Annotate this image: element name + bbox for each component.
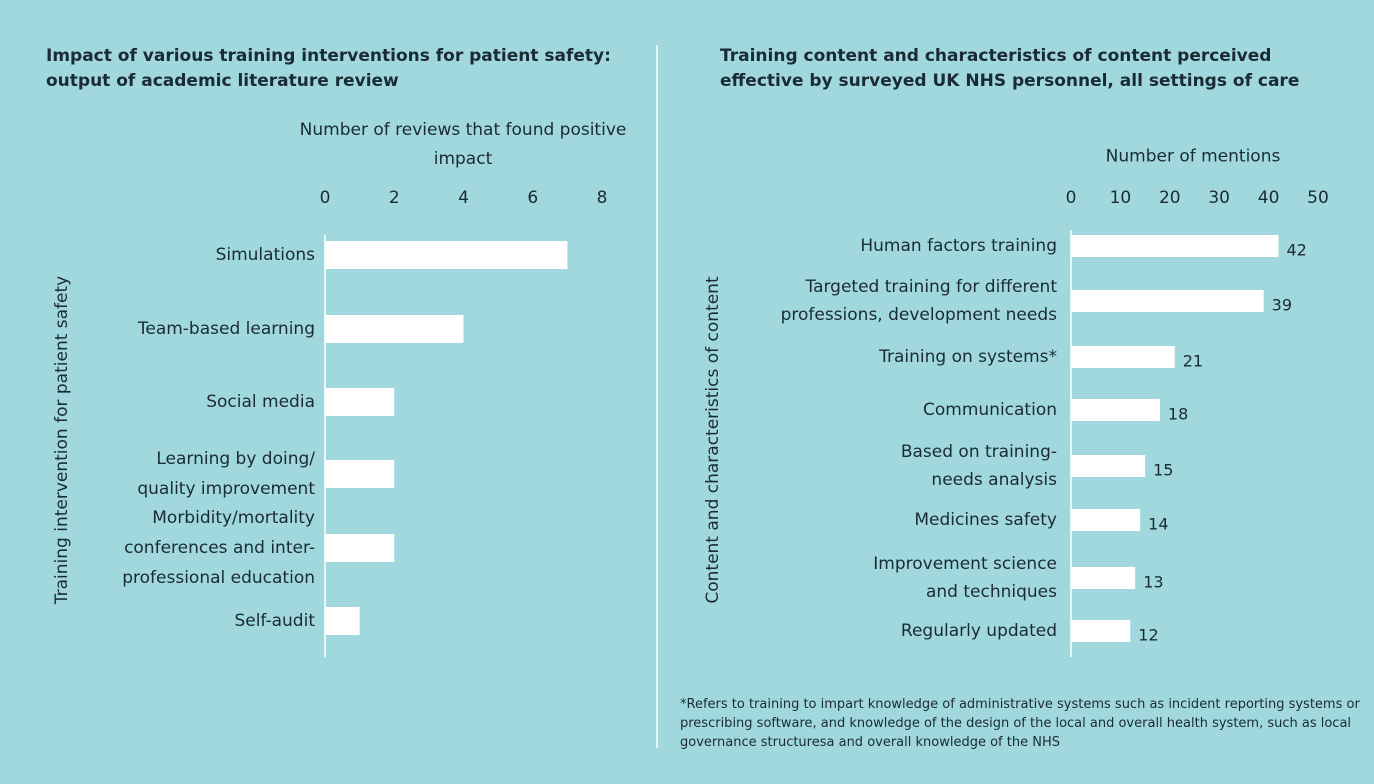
chart-title: Training content and characteristics of … — [720, 46, 1300, 91]
x-tick-label: 30 — [1208, 188, 1231, 208]
bar — [1071, 235, 1279, 257]
value-label: 12 — [1138, 625, 1159, 645]
bar — [1071, 620, 1131, 642]
category-label: Regularly updated — [900, 621, 1057, 641]
y-axis-title: Content and characteristics of content — [703, 276, 723, 604]
bar — [325, 534, 395, 562]
x-tick-label: 50 — [1307, 188, 1329, 208]
x-tick-label: 20 — [1158, 188, 1181, 208]
category-label: Medicines safety — [914, 510, 1057, 530]
bar — [325, 241, 568, 269]
category-label: Targeted training for different professi… — [780, 277, 1057, 325]
category-label: Communication — [923, 400, 1057, 420]
category-label: Human factors training — [860, 236, 1057, 256]
category-label: Training on systems* — [879, 347, 1057, 367]
x-tick-label: 4 — [458, 188, 469, 208]
category-label: Team-based learning — [137, 319, 315, 339]
bar — [1071, 399, 1160, 421]
category-label: Improvement science and techniques — [873, 554, 1057, 602]
bar — [1071, 290, 1264, 312]
bar — [1071, 455, 1146, 477]
value-label: 42 — [1286, 240, 1307, 260]
value-label: 13 — [1143, 572, 1164, 592]
category-label: Social media — [206, 392, 315, 412]
value-label: 14 — [1148, 514, 1169, 534]
bar — [325, 315, 464, 343]
chart-title: Impact of various training interventions… — [46, 46, 611, 91]
category-label: Self-audit — [234, 611, 315, 631]
category-label: Based on training- needs analysis — [900, 442, 1057, 490]
category-label: Simulations — [215, 245, 315, 265]
bar — [1071, 509, 1141, 531]
x-tick-label: 6 — [527, 188, 539, 208]
bar — [325, 388, 395, 416]
bar — [1071, 346, 1175, 368]
value-label: 39 — [1271, 295, 1293, 315]
bar — [325, 460, 395, 488]
x-tick-label: 40 — [1257, 188, 1280, 208]
x-tick-label: 10 — [1109, 188, 1132, 208]
x-tick-label: 2 — [388, 188, 400, 208]
x-axis-title: Number of reviews that found positive im… — [299, 120, 627, 169]
category-label: Learning by doing/ quality improvement — [137, 449, 315, 499]
footnote: *Refers to training to impart knowledge … — [680, 697, 1360, 750]
bar — [1071, 567, 1136, 589]
x-axis-title: Number of mentions — [1105, 146, 1281, 167]
y-axis-title: Training intervention for patient safety — [52, 275, 72, 605]
value-label: 21 — [1182, 351, 1204, 371]
x-tick-label: 0 — [1065, 188, 1077, 208]
x-tick-label: 8 — [596, 188, 608, 208]
value-label: 15 — [1153, 460, 1174, 480]
bar — [325, 607, 360, 635]
x-tick-label: 0 — [319, 188, 331, 208]
value-label: 18 — [1167, 404, 1189, 424]
category-label: Morbidity/mortality conferences and inte… — [122, 508, 315, 588]
